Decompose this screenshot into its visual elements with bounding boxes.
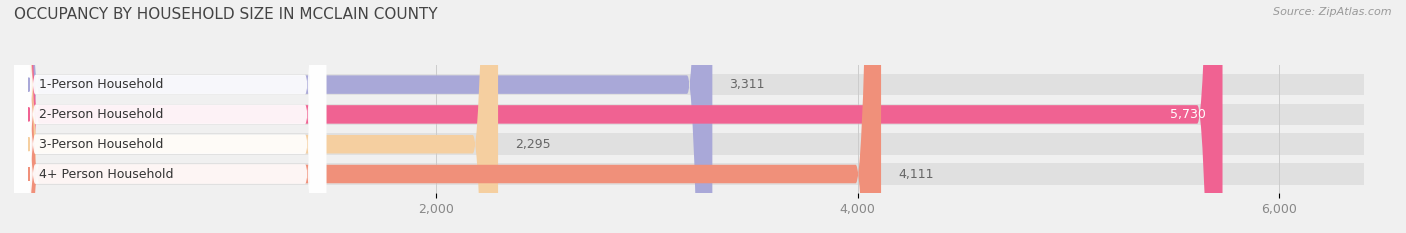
Text: 5,730: 5,730: [1170, 108, 1206, 121]
Text: 3-Person Household: 3-Person Household: [39, 138, 163, 151]
Text: OCCUPANCY BY HOUSEHOLD SIZE IN MCCLAIN COUNTY: OCCUPANCY BY HOUSEHOLD SIZE IN MCCLAIN C…: [14, 7, 437, 22]
Text: 3,311: 3,311: [730, 78, 765, 91]
Text: 2,295: 2,295: [515, 138, 551, 151]
FancyBboxPatch shape: [14, 134, 1364, 155]
FancyBboxPatch shape: [14, 0, 882, 233]
FancyBboxPatch shape: [14, 0, 1223, 233]
FancyBboxPatch shape: [14, 0, 713, 233]
Text: 2-Person Household: 2-Person Household: [39, 108, 163, 121]
FancyBboxPatch shape: [14, 163, 1364, 185]
FancyBboxPatch shape: [14, 0, 326, 233]
FancyBboxPatch shape: [14, 104, 1364, 125]
FancyBboxPatch shape: [14, 0, 326, 233]
Text: 1-Person Household: 1-Person Household: [39, 78, 163, 91]
FancyBboxPatch shape: [14, 0, 326, 233]
FancyBboxPatch shape: [14, 74, 1364, 95]
Text: 4,111: 4,111: [898, 168, 934, 181]
FancyBboxPatch shape: [14, 0, 498, 233]
FancyBboxPatch shape: [14, 0, 326, 233]
Text: 4+ Person Household: 4+ Person Household: [39, 168, 174, 181]
Text: Source: ZipAtlas.com: Source: ZipAtlas.com: [1274, 7, 1392, 17]
